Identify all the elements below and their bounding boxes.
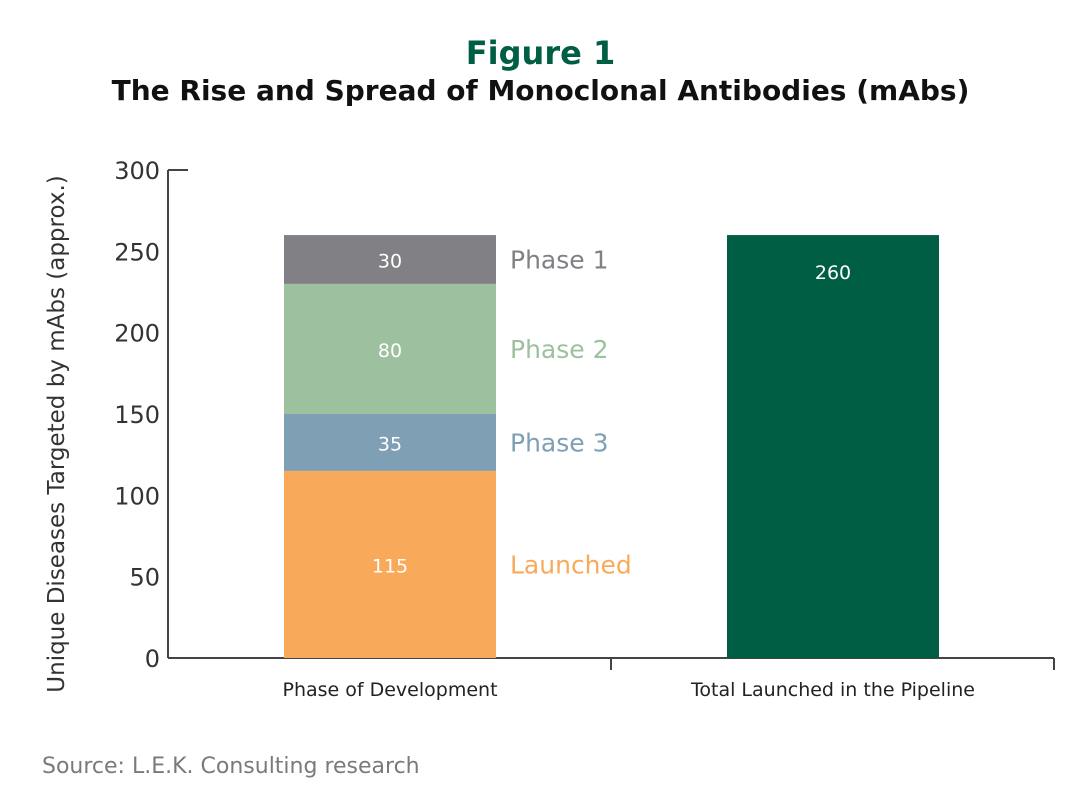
y-tick-label: 300: [114, 157, 160, 185]
chart-labels: 115 Launched 35 Phase 3 80 Phase 2 30 Phase 1 26…: [372, 245, 851, 579]
data-label: 30: [378, 250, 402, 272]
bar-segment: [284, 235, 496, 284]
y-tick-label: 150: [114, 401, 160, 429]
series-label: Launched: [510, 550, 632, 579]
data-label: 80: [378, 340, 402, 362]
x-category-label: Total Launched in the Pipeline: [690, 679, 975, 701]
chart-axes: 0 50 100 150 200 250 300 Unique Diseases Target…: [44, 157, 1055, 701]
y-axis-label: Unique Diseases Targeted by mAbs (approx…: [44, 175, 70, 692]
x-category-label: Phase of Development: [282, 679, 497, 701]
y-tick-label: 50: [129, 564, 160, 592]
y-tick-label: 0: [145, 645, 160, 673]
y-tick-label: 250: [114, 238, 160, 266]
y-tick-label: 100: [114, 482, 160, 510]
series-label: Phase 1: [510, 245, 609, 274]
figure-title: Figure 1: [465, 34, 616, 72]
series-label: Phase 2: [510, 335, 609, 364]
bar-segment: [284, 414, 496, 471]
bar-segment: [284, 283, 496, 414]
data-label: 35: [378, 433, 402, 455]
bar-segment: [284, 470, 496, 658]
y-tick-label: 200: [114, 320, 160, 348]
data-label: 260: [815, 262, 851, 284]
series-label: Phase 3: [510, 428, 609, 457]
figure-subtitle: The Rise and Spread of Monoclonal Antibo…: [111, 74, 970, 107]
data-label: 115: [372, 555, 408, 577]
source-note: Source: L.E.K. Consulting research: [42, 754, 420, 779]
bar-segment: [727, 235, 939, 659]
chart-bars: [284, 235, 939, 659]
